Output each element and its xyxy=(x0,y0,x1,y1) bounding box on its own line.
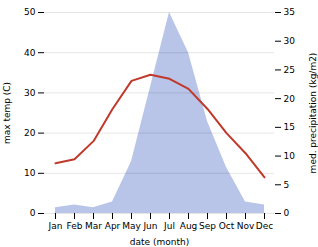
svg-text:May: May xyxy=(122,221,141,231)
svg-text:date (month): date (month) xyxy=(130,237,189,247)
svg-text:40: 40 xyxy=(24,48,36,58)
svg-text:Oct: Oct xyxy=(219,221,235,231)
svg-text:Aug: Aug xyxy=(180,221,198,231)
svg-text:Nov: Nov xyxy=(237,221,255,231)
svg-text:5: 5 xyxy=(284,180,290,190)
svg-text:25: 25 xyxy=(284,65,295,75)
svg-text:Jun: Jun xyxy=(142,221,157,231)
svg-text:Sep: Sep xyxy=(199,221,216,231)
svg-text:35: 35 xyxy=(284,7,295,17)
svg-text:0: 0 xyxy=(284,208,290,218)
svg-text:Mar: Mar xyxy=(85,221,102,231)
svg-text:20: 20 xyxy=(24,128,36,138)
svg-text:max temp (C): max temp (C) xyxy=(2,82,12,144)
svg-text:20: 20 xyxy=(284,94,296,104)
svg-text:med. precipitation (kg/m2): med. precipitation (kg/m2) xyxy=(308,53,318,174)
svg-text:0: 0 xyxy=(30,208,36,218)
svg-text:Jan: Jan xyxy=(48,221,63,231)
svg-text:Apr: Apr xyxy=(105,221,121,231)
svg-text:15: 15 xyxy=(284,122,295,132)
svg-text:30: 30 xyxy=(284,36,296,46)
svg-text:50: 50 xyxy=(24,7,36,17)
svg-text:10: 10 xyxy=(284,151,296,161)
svg-text:Dec: Dec xyxy=(256,221,273,231)
svg-text:Feb: Feb xyxy=(67,221,83,231)
svg-text:Jul: Jul xyxy=(163,221,175,231)
svg-text:10: 10 xyxy=(24,168,36,178)
svg-text:30: 30 xyxy=(24,88,36,98)
